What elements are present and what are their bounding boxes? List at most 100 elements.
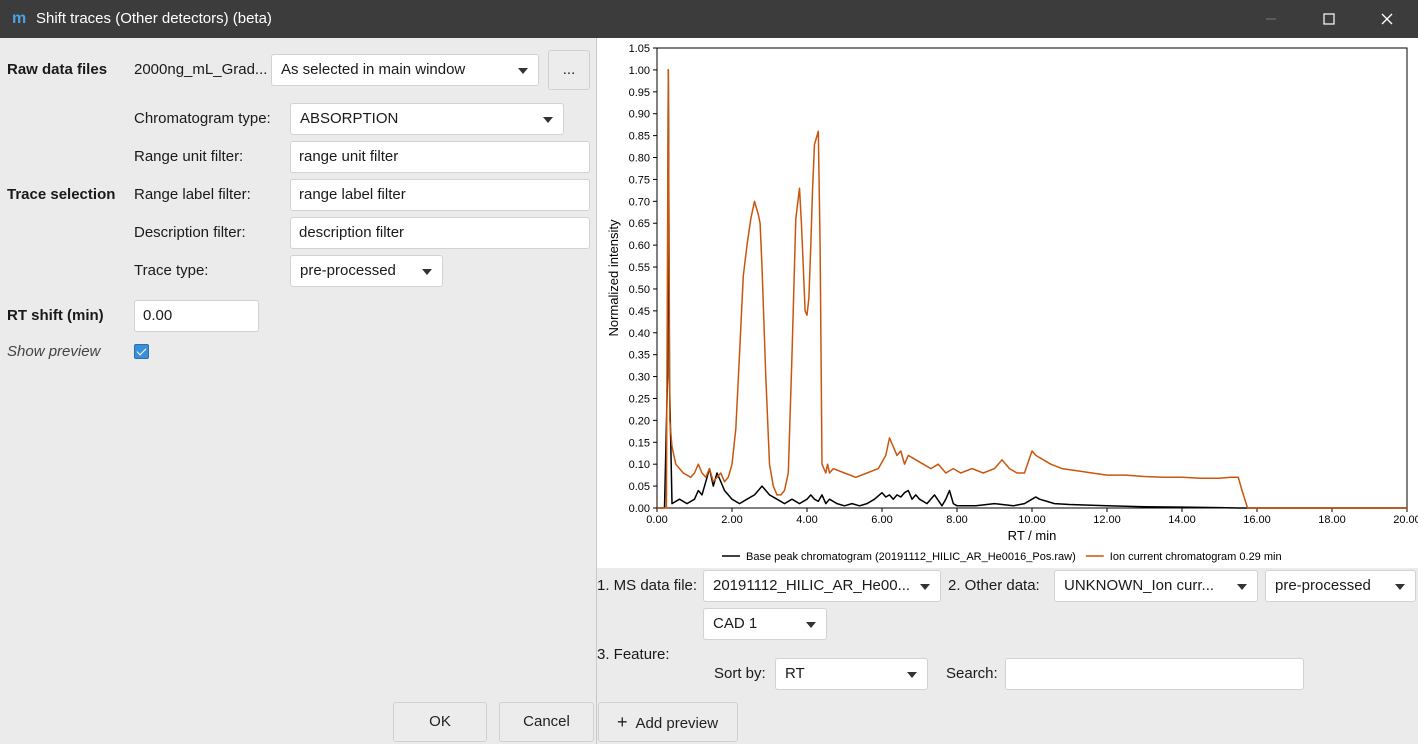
raw-data-file-name: 2000ng_mL_Grad... [134,61,268,78]
y-tick-label: 0.10 [629,459,650,471]
x-axis-label: RT / min [1008,528,1057,543]
range-label-filter-input[interactable]: range label filter [290,179,590,211]
y-tick-label: 0.90 [629,109,650,121]
chevron-down-icon [518,68,528,74]
chromatogram-type-dropdown[interactable]: ABSORPTION [290,103,564,135]
series-line-2 [657,69,1407,509]
chevron-down-icon [1237,584,1247,590]
dialog-button-bar [0,700,597,744]
maximize-button[interactable] [1300,0,1358,38]
description-filter-label: Description filter: [134,224,246,241]
plot-frame [656,47,1408,509]
rt-shift-input[interactable]: 0.00 [134,300,259,332]
x-tick-label: 12.00 [1093,514,1121,526]
y-tick-label: 0.05 [629,481,650,493]
x-tick-label: 8.00 [946,514,967,526]
feature-search-input[interactable] [1005,658,1304,690]
chevron-down-icon [806,622,816,628]
ms-data-file-label: 1. MS data file: [597,577,698,594]
other-data-label: 2. Other data: [948,577,1040,594]
window-title: Shift traces (Other detectors) (beta) [36,10,272,27]
chromatogram-chart: 0.00 0.05 0.10 0.15 0.20 0.25 0.30 0.35 0.40 0.45… [606,43,1418,563]
raw-data-files-label: Raw data files [7,61,108,78]
ok-button[interactable]: OK [393,702,487,742]
raw-data-selection-dropdown[interactable]: As selected in main window [271,54,539,86]
pane-divider [596,38,597,744]
parameters-panel [0,38,596,700]
y-tick-label: 0.45 [629,306,650,318]
chevron-down-icon [1395,584,1405,590]
chevron-down-icon [920,584,930,590]
ms-data-file-value: 20191112_HILIC_AR_He00... [713,577,911,594]
chromatogram-type-label: Chromatogram type: [134,110,271,127]
trace-type-dropdown[interactable]: pre-processed [290,255,443,287]
sort-by-dropdown[interactable]: RT [775,658,928,690]
feature-label: 3. Feature: [597,646,670,663]
x-tick-label: 16.00 [1243,514,1271,526]
x-tick-label: 18.00 [1318,514,1346,526]
cad-value: CAD 1 [713,615,758,632]
chromatogram-type-value: ABSORPTION [300,110,399,127]
other-data-type-dropdown[interactable]: pre-processed [1265,570,1416,602]
show-preview-checkbox[interactable] [134,344,149,359]
y-tick-label: 0.60 [629,240,650,252]
y-tick-label: 0.95 [629,87,650,99]
y-axis-label: Normalized intensity [606,219,621,337]
preview-chart: 0.00 0.05 0.10 0.15 0.20 0.25 0.30 0.35 0.40 0.45… [597,38,1418,568]
show-preview-label: Show preview [7,343,101,360]
y-tick-label: 0.40 [629,328,650,340]
range-unit-filter-label: Range unit filter: [134,148,244,165]
other-data-dropdown[interactable]: UNKNOWN_Ion curr... [1054,570,1258,602]
y-tick-label: 0.70 [629,196,650,208]
cancel-button[interactable]: Cancel [499,702,594,742]
x-tick-label: 10.00 [1018,514,1046,526]
chevron-down-icon [543,117,553,123]
x-tick-label: 14.00 [1168,514,1196,526]
app-logo-icon: m [12,10,27,27]
sort-by-value: RT [785,665,805,682]
y-tick-label: 0.75 [629,174,650,186]
trace-selection-label: Trace selection [7,186,116,203]
rt-shift-label: RT shift (min) [7,307,104,324]
search-label: Search: [946,665,998,682]
chevron-down-icon [422,269,432,275]
raw-data-selection-value: As selected in main window [281,61,466,78]
description-filter-input[interactable]: description filter [290,217,590,249]
y-tick-label: 0.20 [629,415,650,427]
y-tick-label: 0.25 [629,393,650,405]
x-tick-label: 4.00 [796,514,817,526]
title-bar: m Shift traces (Other detectors) (beta) [0,0,1418,38]
close-button[interactable] [1358,0,1416,38]
cad-dropdown[interactable]: CAD 1 [703,608,827,640]
ms-data-file-dropdown[interactable]: 20191112_HILIC_AR_He00... [703,570,941,602]
y-tick-label: 0.55 [629,262,650,274]
x-tick-label: 0.00 [646,514,667,526]
x-tick-label: 2.00 [721,514,742,526]
minimize-icon [1266,18,1276,20]
y-tick-label: 1.00 [629,65,650,77]
y-tick-label: 0.30 [629,372,650,384]
legend-entry-2: Ion current chromatogram 0.29 min [1110,551,1282,563]
other-data-type-value: pre-processed [1275,577,1371,594]
legend-entry-1: Base peak chromatogram (20191112_HILIC_A… [746,551,1076,563]
y-tick-label: 0.15 [629,437,650,449]
minimize-button[interactable] [1242,0,1300,38]
trace-type-value: pre-processed [300,262,396,279]
add-preview-button[interactable]: + Add preview [598,702,738,742]
y-tick-label: 0.85 [629,131,650,143]
chevron-down-icon [907,672,917,678]
close-icon [1381,13,1393,25]
y-tick-label: 0.35 [629,350,650,362]
y-tick-label: 1.05 [629,43,650,55]
range-unit-filter-input[interactable]: range unit filter [290,141,590,173]
y-tick-label: 0.50 [629,284,650,296]
plus-icon: + [617,712,628,732]
y-tick-label: 0.65 [629,218,650,230]
more-files-button[interactable]: ... [548,50,590,90]
other-data-value: UNKNOWN_Ion curr... [1064,577,1215,594]
x-tick-label: 6.00 [871,514,892,526]
y-tick-label: 0.80 [629,153,650,165]
y-tick-label: 0.00 [629,503,650,515]
x-tick-label: 20.00 [1393,514,1418,526]
add-preview-label: Add preview [635,715,719,732]
